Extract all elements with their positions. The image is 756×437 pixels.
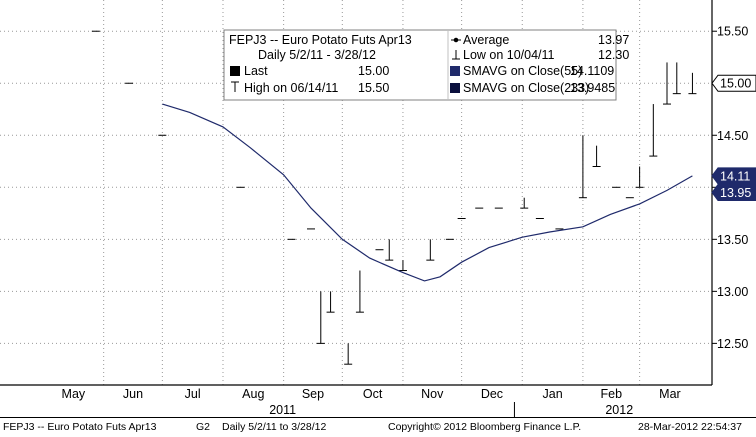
legend-range: Daily 5/2/11 - 3/28/12 [258, 48, 376, 62]
price-bar [344, 343, 353, 365]
price-bar [663, 62, 672, 105]
price-bar [426, 239, 435, 261]
svg-text:15.00: 15.00 [720, 77, 751, 91]
y-tick-label: 14.50 [717, 129, 748, 143]
price-bar [688, 72, 697, 95]
last-swatch [230, 66, 240, 76]
legend-box: FEPJ3 -- Euro Potato Futs Apr13 Daily 5/… [223, 29, 629, 101]
footer-period: Daily 5/2/11 to 3/28/12 [222, 421, 327, 433]
x-month-label: Oct [363, 387, 383, 401]
sma55-swatch [450, 66, 460, 76]
legend-average-label: Average [463, 33, 509, 47]
price-bar [592, 145, 601, 167]
x-month-label: Dec [481, 387, 503, 401]
legend-average-value: 13.97 [598, 33, 629, 47]
price-bar [398, 260, 407, 272]
sma-55-line [162, 103, 693, 282]
value-badge: 13.95 [711, 184, 756, 201]
x-axis: May Jun Jul Aug Sep Oct Nov Dec Jan Feb Mar 2011 201… [0, 384, 712, 417]
x-month-label: Aug [242, 387, 264, 401]
legend-high-label: High on 06/14/11 [244, 81, 338, 95]
y-tick-label: 13.00 [717, 285, 748, 299]
average-marker-icon [451, 37, 461, 43]
price-bar [326, 291, 335, 313]
x-month-label: Nov [421, 387, 444, 401]
x-month-label: Mar [659, 387, 681, 401]
price-bar [635, 166, 644, 188]
svg-text:14.11: 14.11 [720, 169, 750, 183]
legend-title: FEPJ3 -- Euro Potato Futs Apr13 [229, 33, 412, 47]
price-bars [91, 30, 697, 365]
legend-last-value: 15.00 [358, 64, 389, 78]
x-year-label: 2012 [605, 403, 633, 417]
legend-low-label: Low on 10/04/11 [463, 48, 555, 62]
x-month-label: Jun [123, 387, 143, 401]
legend-sma233-label: SMAVG on Close(233) [463, 81, 589, 95]
high-marker-icon [231, 81, 239, 92]
value-badge: 15.00 [711, 74, 756, 92]
price-bar [520, 197, 529, 209]
price-bar [672, 62, 681, 95]
legend-low-value: 12.30 [598, 48, 629, 62]
price-bar [385, 239, 394, 261]
footer-chart-code: G2 [196, 421, 211, 433]
svg-text:13.95: 13.95 [720, 186, 751, 200]
sma233-swatch [450, 83, 460, 93]
legend-sma55-value: 14.1109 [570, 64, 614, 78]
y-tick-label: 13.50 [717, 233, 748, 247]
x-year-label: 2011 [269, 403, 296, 417]
x-month-label: Feb [600, 387, 622, 401]
price-bar [316, 291, 325, 344]
legend-sma55-label: SMAVG on Close(55) [463, 64, 582, 78]
y-tick-label: 12.50 [717, 337, 748, 351]
legend-last-label: Last [244, 64, 268, 78]
low-marker-icon [452, 50, 460, 60]
legend-sma233-value: 13.9485 [570, 81, 615, 95]
footer-ticker: FEPJ3 -- Euro Potato Futs Apr13 [3, 421, 157, 433]
footer-timestamp: 28-Mar-2012 22:54:37 [638, 421, 742, 433]
price-bar [578, 135, 587, 199]
x-month-label: Jan [543, 387, 563, 401]
x-month-label: Sep [302, 387, 324, 401]
footer-bar: FEPJ3 -- Euro Potato Futs Apr13 G2 Daily… [0, 417, 756, 437]
x-month-label: May [62, 387, 86, 401]
x-month-label: Jul [185, 387, 201, 401]
value-badges: 15.00 14.11 13.95 [711, 74, 756, 201]
value-badge: 14.11 [711, 167, 756, 185]
legend-high-value: 15.50 [358, 81, 389, 95]
price-bar [355, 270, 364, 313]
price-bar [649, 104, 658, 157]
footer-copyright: Copyright© 2012 Bloomberg Finance L.P. [388, 421, 582, 433]
y-tick-label: 15.50 [717, 25, 748, 39]
